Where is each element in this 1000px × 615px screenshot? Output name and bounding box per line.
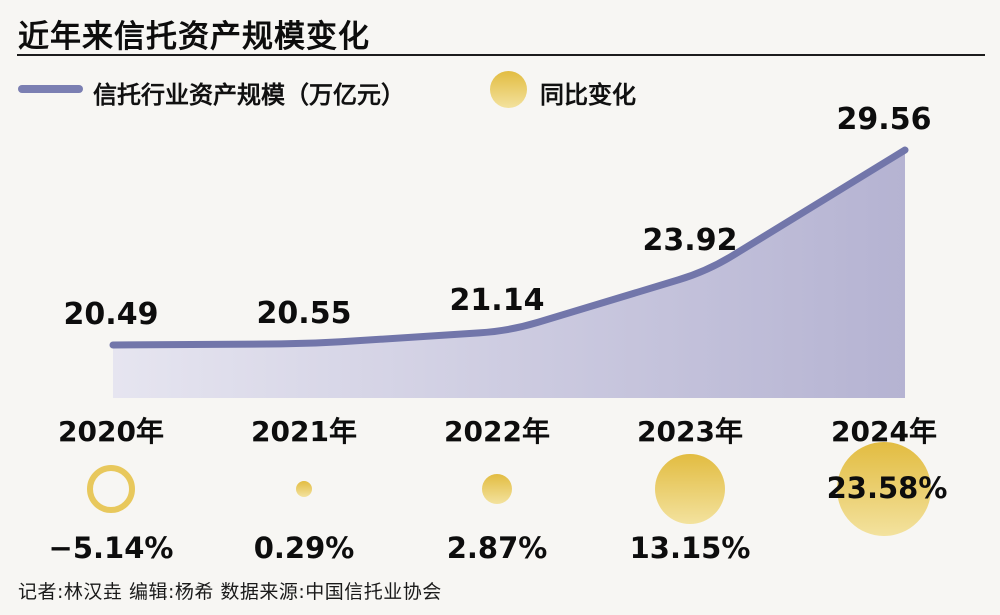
yoy-bubble-2020 bbox=[87, 465, 135, 513]
x-tick-2021: 2021年 bbox=[251, 415, 357, 448]
yoy-label-2020: −5.14% bbox=[48, 531, 174, 565]
x-tick-2023: 2023年 bbox=[637, 415, 743, 448]
line-series-legend-label: 信托行业资产规模（万亿元） bbox=[93, 81, 405, 109]
title-underline bbox=[17, 54, 985, 56]
yoy-label-2023: 13.15% bbox=[629, 531, 751, 565]
x-tick-2020: 2020年 bbox=[58, 415, 164, 448]
asset-scale-area bbox=[113, 149, 905, 398]
yoy-label-2022: 2.87% bbox=[446, 531, 548, 565]
bubble-series-legend-label: 同比变化 bbox=[540, 81, 636, 109]
value-label-2023: 23.92 bbox=[642, 223, 738, 259]
yoy-label-2024: 23.58% bbox=[826, 471, 948, 505]
yoy-bubble-2021 bbox=[296, 481, 312, 497]
value-label-2024: 29.56 bbox=[836, 101, 932, 137]
value-label-2022: 21.14 bbox=[449, 283, 545, 319]
bubble-series-legend-swatch bbox=[490, 71, 527, 108]
x-tick-2022: 2022年 bbox=[444, 415, 550, 448]
value-label-2021: 20.55 bbox=[256, 295, 352, 331]
yoy-bubble-2023 bbox=[655, 454, 725, 524]
page-title: 近年来信托资产规模变化 bbox=[18, 19, 370, 55]
asset-scale-line bbox=[109, 146, 909, 349]
yoy-bubble-2022 bbox=[482, 474, 512, 504]
line-series-legend-swatch bbox=[18, 85, 83, 93]
yoy-bubble-2024 bbox=[837, 442, 931, 536]
credit-line: 记者:林汉垚 编辑:杨希 数据来源:中国信托业协会 bbox=[18, 581, 442, 603]
yoy-label-2021: 0.29% bbox=[253, 531, 355, 565]
value-label-2020: 20.49 bbox=[63, 297, 159, 332]
